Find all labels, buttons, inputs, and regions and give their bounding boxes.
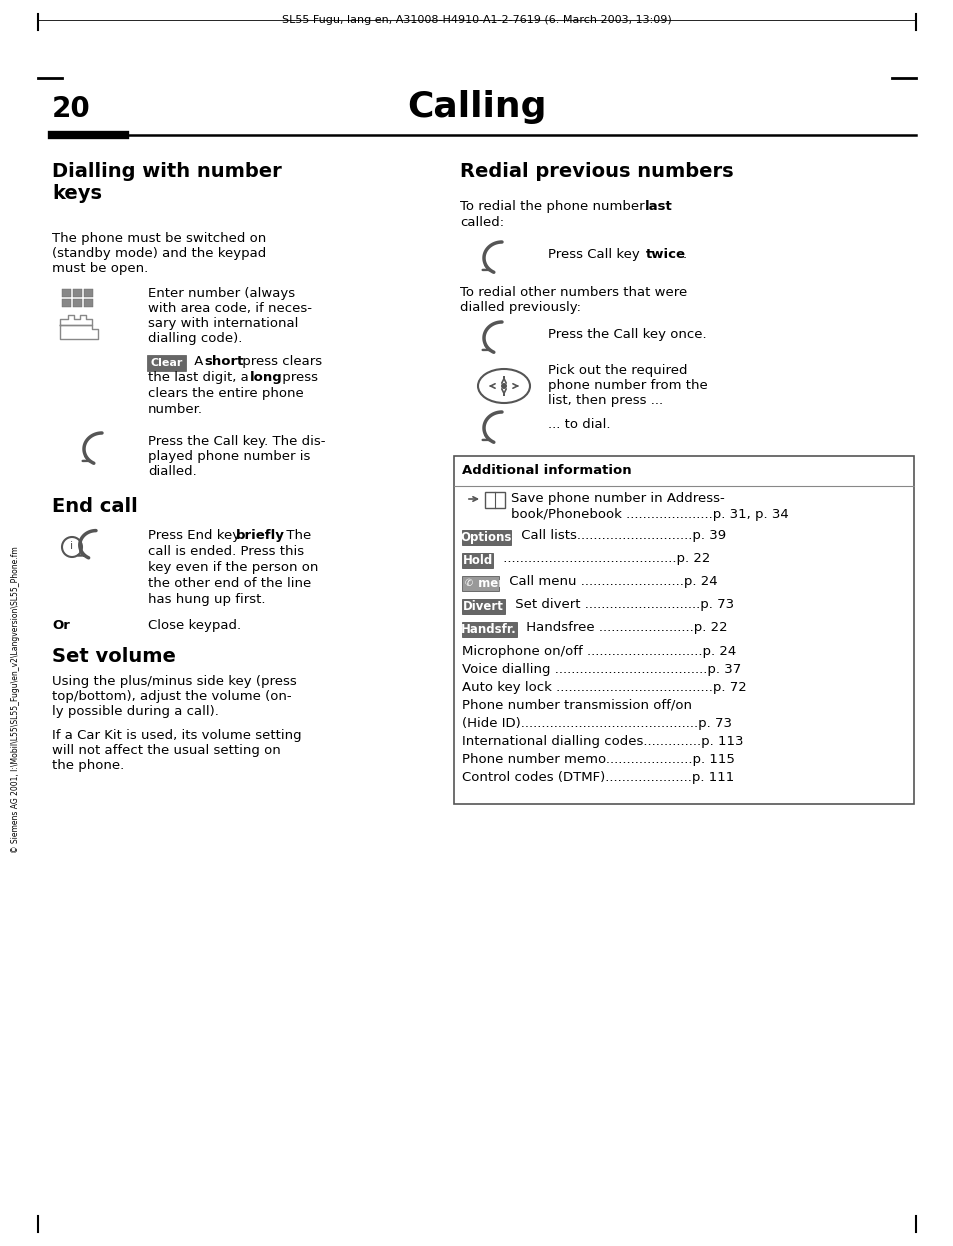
Text: Dialling with number
keys: Dialling with number keys [52, 162, 281, 203]
Text: . The: . The [277, 530, 311, 542]
Text: the other end of the line: the other end of the line [148, 577, 311, 591]
Text: briefly: briefly [235, 530, 285, 542]
Text: If a Car Kit is used, its volume setting
will not affect the usual setting on
th: If a Car Kit is used, its volume setting… [52, 729, 301, 773]
Text: Auto key lock ......................................p. 72: Auto key lock ..........................… [461, 682, 746, 694]
Text: End call: End call [52, 497, 137, 516]
Text: has hung up first.: has hung up first. [148, 593, 265, 606]
Text: Phone number transmission off/on: Phone number transmission off/on [461, 699, 691, 711]
Text: 20: 20 [52, 95, 91, 123]
Text: Press the Call key once.: Press the Call key once. [547, 328, 706, 341]
Text: Or: Or [52, 619, 70, 632]
Text: Handsfr.: Handsfr. [461, 623, 517, 635]
Text: Enter number (always
with area code, if neces-
sary with international
dialling : Enter number (always with area code, if … [148, 287, 312, 345]
Text: A: A [190, 355, 208, 368]
Text: © Siemens AG 2001, I:\Mobil\L55\SL55_Fugu\en_v2\Langversion\SL55_Phone.fm: © Siemens AG 2001, I:\Mobil\L55\SL55_Fug… [11, 547, 20, 854]
Text: Using the plus/minus side key (press
top/bottom), adjust the volume (on-
ly poss: Using the plus/minus side key (press top… [52, 675, 296, 718]
Text: ... to dial.: ... to dial. [547, 417, 610, 431]
Text: called:: called: [459, 216, 503, 229]
Text: Divert: Divert [462, 601, 503, 613]
Text: Call lists............................p. 39: Call lists............................p.… [517, 530, 725, 542]
Bar [73, 289, 82, 297]
Text: menu: menu [474, 577, 515, 591]
Text: Press Call key: Press Call key [547, 248, 643, 260]
FancyBboxPatch shape [461, 576, 498, 592]
Text: Additional information: Additional information [461, 464, 631, 477]
Bar [73, 299, 82, 307]
Text: Redial previous numbers: Redial previous numbers [459, 162, 733, 181]
Text: Call menu .........................p. 24: Call menu .........................p. 24 [504, 574, 717, 588]
Text: Save phone number in Address-: Save phone number in Address- [511, 492, 724, 505]
Text: .: . [682, 248, 686, 260]
Text: book/Phonebook .....................p. 31, p. 34: book/Phonebook .....................p. 3… [511, 508, 788, 521]
Text: International dialling codes..............p. 113: International dialling codes............… [461, 735, 742, 748]
Text: Options: Options [460, 531, 512, 545]
Bar [62, 289, 71, 297]
Text: Handsfree .......................p. 22: Handsfree .......................p. 22 [522, 621, 727, 634]
Text: long: long [250, 371, 282, 384]
Text: last: last [644, 201, 672, 213]
Text: ..........................................p. 22: ........................................… [498, 552, 710, 564]
FancyBboxPatch shape [148, 355, 186, 370]
Text: call is ended. Press this: call is ended. Press this [148, 545, 304, 558]
Text: the last digit, a: the last digit, a [148, 371, 253, 384]
Text: Phone number memo.....................p. 115: Phone number memo.....................p.… [461, 753, 734, 766]
Text: press clears: press clears [237, 355, 322, 368]
Text: Pick out the required
phone number from the
list, then press ...: Pick out the required phone number from … [547, 364, 707, 407]
Text: twice: twice [645, 248, 685, 260]
Bar [84, 299, 92, 307]
Text: Voice dialling .....................................p. 37: Voice dialling .........................… [461, 663, 740, 677]
Text: Clear: Clear [151, 358, 183, 368]
Bar [454, 456, 913, 804]
FancyBboxPatch shape [461, 622, 517, 637]
Text: The phone must be switched on
(standby mode) and the keypad
must be open.: The phone must be switched on (standby m… [52, 232, 266, 275]
Text: Hold: Hold [462, 554, 492, 567]
Bar [62, 299, 71, 307]
Text: short: short [204, 355, 243, 368]
Text: i: i [71, 541, 73, 551]
Text: SL55 Fugu, lang en, A31008-H4910-A1-2-7619 (6. March 2003, 13:09): SL55 Fugu, lang en, A31008-H4910-A1-2-76… [282, 15, 671, 25]
Circle shape [500, 383, 506, 389]
Text: Press End key: Press End key [148, 530, 244, 542]
Text: number.: number. [148, 402, 203, 416]
Text: ✆: ✆ [464, 578, 473, 588]
Text: Set divert ............................p. 73: Set divert ............................p… [510, 598, 733, 611]
Text: (Hide ID)...........................................p. 73: (Hide ID)...............................… [461, 716, 731, 730]
FancyBboxPatch shape [461, 530, 511, 546]
Text: clears the entire phone: clears the entire phone [148, 388, 303, 400]
Text: Microphone on/off ............................p. 24: Microphone on/off ......................… [461, 645, 736, 658]
Text: To redial the phone number: To redial the phone number [459, 201, 648, 213]
Bar [84, 289, 92, 297]
Text: To redial other numbers that were
dialled previously:: To redial other numbers that were dialle… [459, 287, 686, 314]
FancyBboxPatch shape [461, 598, 504, 614]
Bar [484, 492, 504, 508]
Text: Close keypad.: Close keypad. [148, 619, 241, 632]
Text: Control codes (DTMF).....................p. 111: Control codes (DTMF)....................… [461, 771, 734, 784]
Text: Press the Call key. The dis-
played phone number is
dialled.: Press the Call key. The dis- played phon… [148, 435, 325, 478]
FancyBboxPatch shape [461, 553, 493, 568]
Text: press: press [277, 371, 317, 384]
Text: Set volume: Set volume [52, 647, 175, 667]
Text: Calling: Calling [407, 90, 546, 125]
Text: key even if the person on: key even if the person on [148, 561, 318, 574]
